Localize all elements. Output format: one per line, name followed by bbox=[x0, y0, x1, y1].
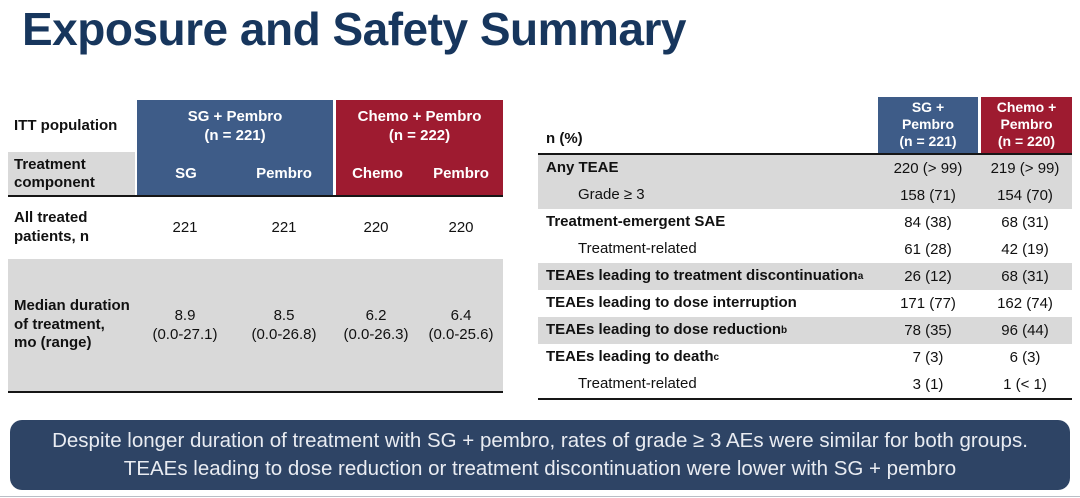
group-name: Chemo + bbox=[996, 98, 1057, 115]
row-label: All treated patients, n bbox=[14, 209, 90, 245]
group-n: (n = 222) bbox=[388, 127, 451, 144]
row-label-text: Grade ≥ 3 bbox=[578, 186, 645, 204]
cell-value: 96 (44) bbox=[978, 317, 1072, 344]
column-header-sg-pembro: SG + Pembro (n = 221) bbox=[135, 100, 333, 152]
column-header-sg-pembro: SG + Pembro (n = 221) bbox=[878, 97, 978, 153]
median-value: 8.9 bbox=[174, 306, 196, 324]
cell-value: 220 bbox=[363, 219, 389, 237]
cell-value: 171 (77) bbox=[900, 295, 956, 312]
cell-value: 3 (1) bbox=[912, 376, 944, 393]
median-range: (0.0-27.1) bbox=[152, 326, 218, 343]
component-header: Pembro bbox=[419, 152, 503, 195]
row-label: Treatment-related bbox=[538, 236, 878, 263]
cell-value: 220 (> 99) bbox=[878, 155, 978, 182]
cell-value: 42 (19) bbox=[1001, 241, 1049, 258]
row-label: TEAEs leading to death c bbox=[546, 348, 720, 366]
row-label: Treatment-emergent SAE bbox=[538, 209, 878, 236]
row-label: Median duration of treatment, mo (range) bbox=[8, 259, 135, 391]
cell-value: 6 (3) bbox=[1009, 349, 1041, 366]
cell-value: 221 bbox=[172, 219, 198, 237]
group-n: (n = 221) bbox=[899, 132, 957, 149]
median-range: (0.0-26.3) bbox=[343, 326, 409, 343]
safety-corner-label: n (%) bbox=[546, 130, 583, 147]
cell-value: 8.9 (0.0-27.1) bbox=[135, 259, 235, 391]
row-label-text: Treatment-related bbox=[578, 240, 697, 258]
cell-value: 162 (74) bbox=[997, 295, 1053, 312]
cell-value: 6.4 (0.0-25.6) bbox=[419, 259, 503, 391]
cell-value: 78 (35) bbox=[878, 317, 978, 344]
column-header-chemo-pembro: Chemo + Pembro (n = 220) bbox=[978, 97, 1072, 153]
column-header-chemo-pembro: Chemo + Pembro (n = 222) bbox=[333, 100, 503, 152]
summary-banner-text: Despite longer duration of treatment wit… bbox=[52, 428, 1028, 480]
row-label: TEAEs leading to dose reduction b bbox=[538, 317, 878, 344]
row-label-text: Treatment-related bbox=[578, 375, 697, 393]
median-range: (0.0-25.6) bbox=[428, 326, 494, 343]
row-label: Grade ≥ 3 bbox=[538, 182, 878, 209]
row-label-text: TEAEs leading to death bbox=[546, 348, 714, 366]
table-divider bbox=[8, 195, 503, 197]
cell-value: 158 (71) bbox=[878, 182, 978, 209]
treatment-component-label: Treatment component bbox=[8, 152, 135, 195]
cell-value: 68 (31) bbox=[1001, 214, 1049, 231]
component-header: SG bbox=[135, 152, 235, 195]
row-label: TEAEs leading to treatment discontinuati… bbox=[538, 263, 878, 290]
median-value: 6.2 bbox=[365, 306, 387, 324]
row-label-text: Treatment-emergent SAE bbox=[546, 213, 726, 231]
group-name: Pembro bbox=[901, 115, 955, 132]
cell-value: 8.5 (0.0-26.8) bbox=[235, 259, 333, 391]
median-range: (0.0-26.8) bbox=[251, 326, 317, 343]
cell-value: 61 (28) bbox=[904, 241, 952, 258]
group-n: (n = 221) bbox=[204, 127, 266, 144]
row-label: Any TEAE bbox=[538, 155, 878, 182]
exposure-table: ITT population SG + Pembro (n = 221) Che… bbox=[8, 100, 503, 393]
component-header: Pembro bbox=[235, 152, 333, 195]
cell-value: 26 (12) bbox=[878, 263, 978, 290]
row-label-text: TEAEs leading to dose interruption bbox=[546, 294, 797, 312]
cell-value: 154 (70) bbox=[978, 182, 1072, 209]
safety-table: n (%) SG + Pembro (n = 221) Chemo + Pemb… bbox=[538, 97, 1072, 400]
cell-value: 84 (38) bbox=[904, 214, 952, 231]
cell-value: 6.2 (0.0-26.3) bbox=[333, 259, 419, 391]
cell-value: 220 bbox=[448, 219, 474, 237]
group-name: SG + Pembro bbox=[187, 107, 283, 125]
cell-value: 68 (31) bbox=[978, 263, 1072, 290]
cell-value: 7 (3) bbox=[912, 349, 944, 366]
component-header: Chemo bbox=[333, 152, 419, 195]
group-name: Pembro bbox=[1000, 115, 1053, 132]
cell-value: 1 (< 1) bbox=[1003, 376, 1047, 393]
group-name: SG + bbox=[911, 98, 945, 115]
row-label-text: Any TEAE bbox=[546, 159, 619, 177]
table-divider bbox=[8, 391, 503, 393]
cell-value: 221 bbox=[271, 219, 297, 237]
table-divider bbox=[538, 398, 1072, 400]
row-label-text: TEAEs leading to treatment discontinuati… bbox=[546, 267, 858, 285]
exposure-corner-label: ITT population bbox=[8, 100, 135, 152]
cell-value: 219 (> 99) bbox=[978, 155, 1072, 182]
median-value: 8.5 bbox=[273, 306, 295, 324]
page-title: Exposure and Safety Summary bbox=[22, 3, 686, 55]
group-n: (n = 220) bbox=[997, 132, 1056, 149]
row-label-text: TEAEs leading to dose reduction bbox=[546, 321, 782, 339]
table-divider bbox=[538, 153, 1072, 155]
row-label: TEAEs leading to dose interruption bbox=[538, 290, 878, 317]
slide-bottom-rule bbox=[0, 496, 1080, 497]
group-name: Chemo + Pembro bbox=[357, 107, 482, 125]
summary-banner: Despite longer duration of treatment wit… bbox=[10, 420, 1070, 490]
row-label: Treatment-related bbox=[538, 371, 878, 398]
median-value: 6.4 bbox=[450, 306, 472, 324]
